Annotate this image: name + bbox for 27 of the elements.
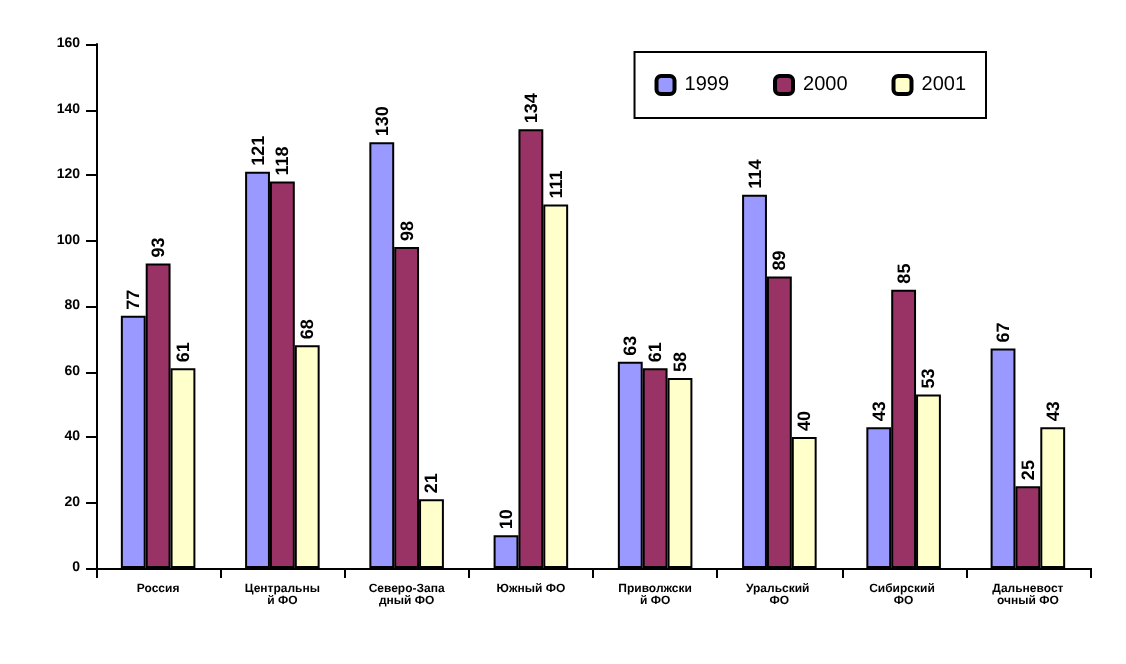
data-label: 111 (545, 170, 566, 199)
data-label: 43 (868, 401, 889, 422)
data-label: 121 (247, 135, 268, 166)
data-label: 68 (297, 319, 318, 340)
data-label: 61 (645, 342, 666, 363)
data-label: 98 (396, 221, 417, 242)
data-label: 61 (172, 342, 193, 363)
data-label: 21 (421, 473, 442, 494)
data-label: 77 (123, 289, 144, 310)
data-label: 40 (794, 410, 815, 431)
data-label: 85 (893, 263, 914, 284)
data-label: 10 (496, 509, 517, 530)
legend-label: 1999 (684, 74, 730, 96)
data-label: 67 (993, 322, 1014, 343)
legend-label: 2001 (921, 74, 967, 96)
data-label: 58 (669, 352, 690, 373)
data-label: 93 (148, 237, 169, 258)
data-label: 25 (1017, 460, 1038, 481)
data-label: 43 (1042, 401, 1063, 422)
data-label: 63 (620, 335, 641, 356)
legend-label: 2000 (803, 74, 849, 96)
data-label: 114 (744, 159, 765, 189)
data-label: 118 (272, 146, 293, 176)
data-label: 89 (769, 250, 790, 271)
data-label: 134 (520, 93, 541, 124)
data-label: 130 (371, 106, 392, 137)
data-label: 53 (918, 368, 939, 389)
